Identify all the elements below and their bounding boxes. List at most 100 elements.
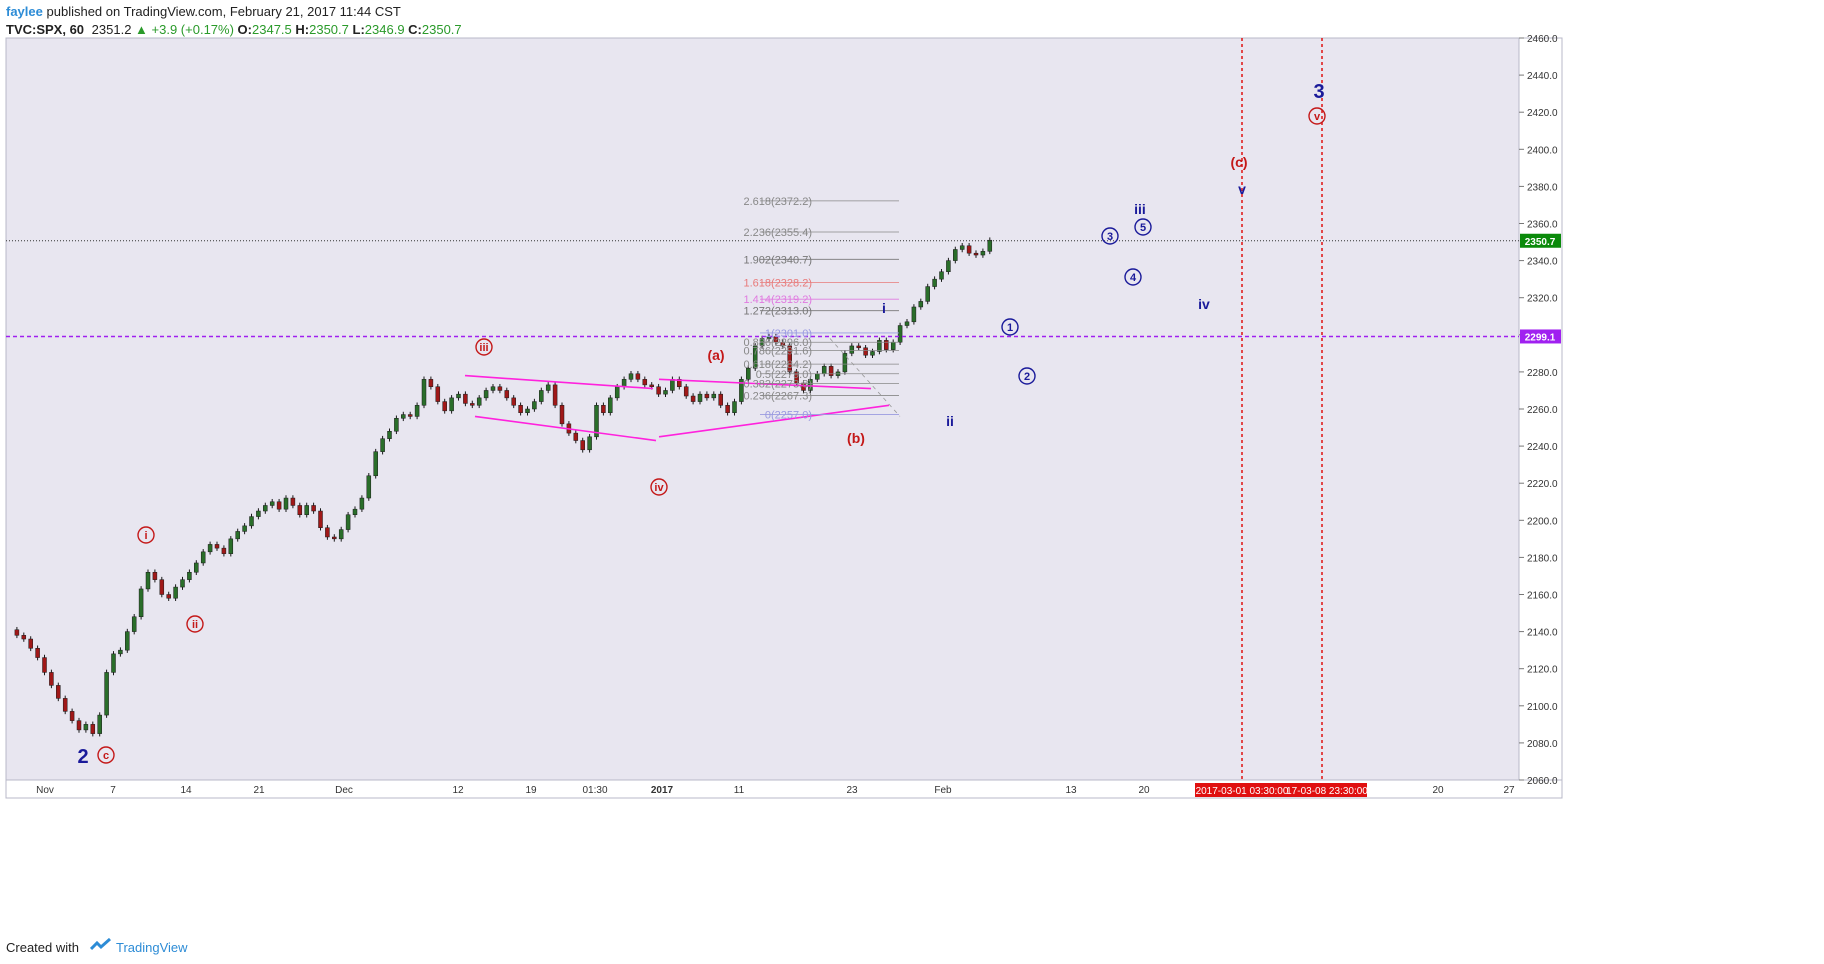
close-value: 2350.7: [421, 22, 462, 37]
x-tick-label: Feb: [934, 785, 952, 796]
candle-body: [42, 657, 47, 673]
open-label: O:: [237, 22, 252, 37]
candle-body: [470, 403, 475, 406]
wave-label: 5: [1140, 222, 1146, 234]
candle-body: [235, 531, 240, 540]
candle-body: [173, 586, 178, 599]
author-link[interactable]: faylee: [6, 4, 43, 19]
candle-body: [539, 390, 544, 402]
candle-body: [704, 393, 710, 399]
fib-trend-line: [829, 338, 901, 417]
y-tick-label: 2120.0: [1527, 665, 1558, 676]
candle-body: [642, 379, 648, 386]
candle-body: [821, 366, 827, 375]
x-tick-label: 11: [734, 785, 745, 796]
x-tick-label: Nov: [36, 785, 54, 796]
candle-body: [104, 672, 109, 716]
y-tick-label: 2460.0: [1527, 34, 1558, 45]
x-tick-label: 7: [110, 785, 116, 796]
x-tick-label: 20: [1432, 785, 1444, 796]
tradingview-brand-link[interactable]: TradingView: [116, 940, 188, 955]
y-tick-label: 2220.0: [1527, 479, 1558, 490]
wave-circle: [1124, 268, 1142, 286]
channel-line: [658, 404, 890, 438]
x-tick-label: 12: [452, 785, 464, 796]
candle-body: [932, 278, 937, 287]
candle-body: [21, 635, 27, 640]
y-tick-label: 2380.0: [1527, 182, 1558, 193]
fib-label: 1.272(2313.0): [744, 306, 813, 318]
candle-body: [28, 638, 33, 649]
candle-body: [263, 505, 268, 512]
candle-body: [911, 306, 917, 323]
candle-body: [552, 384, 558, 406]
candle-body: [670, 379, 675, 391]
wave-circle: [1134, 218, 1152, 236]
y-tick-label: 2240.0: [1527, 442, 1558, 453]
candle-body: [476, 397, 482, 406]
channel-line: [658, 378, 872, 390]
price-tag: [1520, 233, 1561, 248]
high-label: H:: [295, 22, 310, 37]
candle-body: [697, 393, 703, 402]
candle-body: [421, 379, 427, 406]
chart-header: faylee published on TradingView.com, Feb…: [0, 0, 1824, 44]
time-axis: [5, 779, 1563, 799]
wave-circle: [475, 338, 493, 356]
fib-label: 1(2301.0): [765, 328, 812, 340]
y-tick-label: 2440.0: [1527, 71, 1558, 82]
wave-label: 2: [77, 746, 88, 768]
candle-body: [718, 393, 723, 406]
candle-body: [842, 353, 848, 373]
candle-body: [145, 571, 151, 590]
candle-body: [828, 366, 834, 376]
x-tick-label: 19: [525, 785, 537, 796]
candle-body: [897, 325, 903, 343]
candle-body: [966, 245, 972, 254]
date-marker-label: 2017-03-01 03:30:00: [1196, 786, 1289, 797]
wave-label: c: [103, 750, 109, 762]
candle-body: [532, 401, 537, 410]
wave-label: v: [1314, 111, 1321, 123]
candle-body: [166, 594, 171, 599]
candle-body: [594, 405, 599, 438]
wave-label: (c): [1230, 154, 1247, 170]
candle-body: [387, 431, 392, 439]
candle-body: [338, 529, 344, 540]
last-price: 2351.2: [91, 22, 132, 37]
candle-body: [545, 384, 551, 391]
candle-body: [649, 384, 654, 387]
price-change: ▲ +3.9 (+0.17%): [135, 22, 234, 37]
candle-body: [138, 588, 144, 618]
x-tick-label: 01:30: [582, 785, 607, 796]
candle-body: [297, 505, 303, 515]
x-tick-label: 14: [180, 785, 192, 796]
wave-circle: [97, 746, 115, 764]
wave-label: 2: [1024, 371, 1030, 383]
tradingview-logo-icon: [90, 938, 111, 951]
candle-body: [394, 418, 399, 432]
publish-line: faylee published on TradingView.com, Feb…: [6, 4, 401, 19]
fib-label: 0.382(2273.8): [744, 378, 813, 390]
candle-body: [269, 501, 275, 506]
candle-body: [877, 340, 882, 352]
candle-body: [690, 395, 696, 402]
wave-circle: [1001, 318, 1019, 336]
candle-body: [739, 379, 744, 402]
wave-label: ii: [192, 619, 198, 631]
candle-body: [683, 386, 689, 397]
high-value: 2350.7: [309, 22, 349, 37]
wave-label: 3: [1313, 81, 1324, 103]
candle-body: [249, 516, 254, 527]
candle-body: [787, 345, 792, 373]
candle-body: [987, 239, 993, 252]
candle-body: [863, 347, 868, 356]
candle-body: [518, 405, 523, 413]
candle-body: [214, 544, 220, 549]
candle-body: [401, 414, 406, 419]
candle-body: [870, 351, 875, 356]
candle-body: [345, 514, 351, 530]
candle-body: [76, 720, 82, 731]
y-tick-label: 2140.0: [1527, 628, 1558, 639]
